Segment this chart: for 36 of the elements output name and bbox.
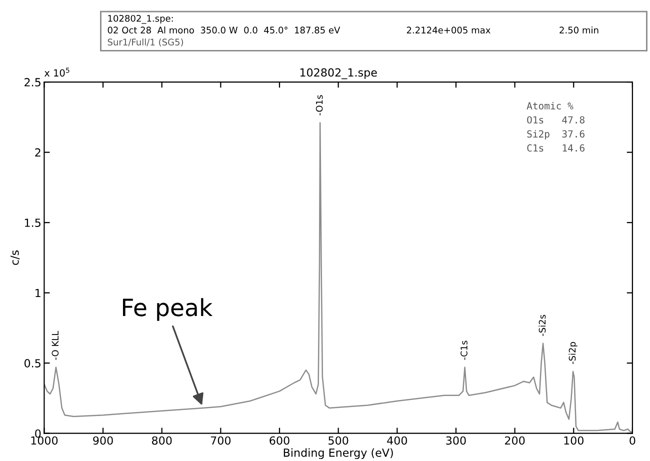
annotation: Atomic % xyxy=(526,102,574,110)
y-axis-title: c/s xyxy=(10,250,20,265)
annotation: O1s 47.8 xyxy=(527,116,584,124)
text: 2.2124e+005 max xyxy=(406,26,490,34)
annotation: -C1s xyxy=(460,340,468,360)
annotation: -Si2s xyxy=(538,314,546,336)
x-tick-label: 600 xyxy=(270,436,290,445)
y-tick-label: 1 xyxy=(36,288,40,298)
text: 02 Oct 28 Al mono 350.0 W 0.0 45.0° 187.85 eV xyxy=(108,26,340,34)
x-tick-label: 300 xyxy=(446,436,466,445)
x-tick-label: 0 xyxy=(630,436,636,445)
annotation: Si2p 37.6 xyxy=(527,130,584,140)
x-tick-label: 800 xyxy=(152,436,172,445)
annotation: Fe peak xyxy=(122,298,213,321)
annotation: -Si2p xyxy=(568,342,578,364)
y-tick-label: 2.5 xyxy=(24,78,40,86)
x-axis-title: Binding Energy (eV) xyxy=(284,448,393,460)
y-tick-label: 1.5 xyxy=(24,218,40,227)
text: 2.50 min xyxy=(560,26,598,34)
y-tick-label: 2 xyxy=(35,148,40,157)
text: 102802_1.spe: xyxy=(108,14,173,24)
x-tick-label: 200 xyxy=(505,436,525,445)
chart-title: 102802_1.spe xyxy=(300,68,377,80)
annotation: -O KLL xyxy=(52,330,59,360)
annotation: C1s 14.6 xyxy=(527,144,584,152)
annotation: -O1s xyxy=(316,95,323,116)
text: Sur1/Full/1 (SG5) xyxy=(108,38,184,47)
x-tick-label: 900 xyxy=(93,436,113,445)
x-tick-label: 500 xyxy=(328,436,348,445)
text: x 10$^{5}$ xyxy=(44,68,70,77)
y-tick-label: 0 xyxy=(35,429,41,438)
x-tick-label: 700 xyxy=(210,436,231,445)
x-tick-label: 1000 xyxy=(31,436,58,445)
y-tick-label: 0.5 xyxy=(24,359,40,368)
x-tick-label: 400 xyxy=(387,436,408,445)
x-tick-label: 100 xyxy=(564,436,584,445)
